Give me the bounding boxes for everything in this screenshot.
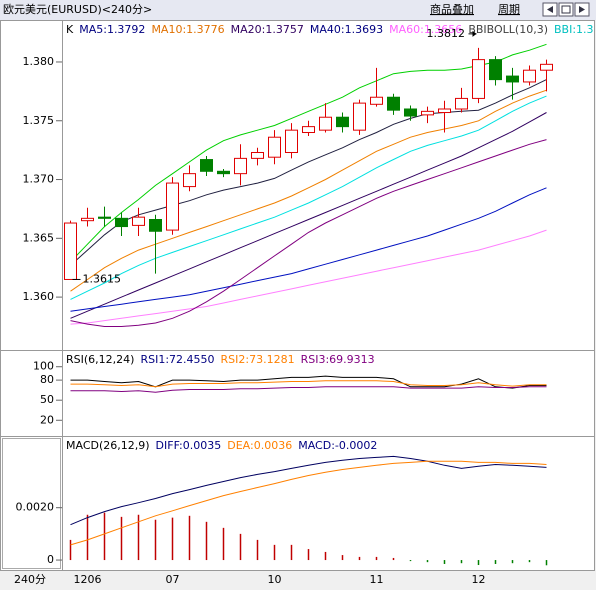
legend-entry: RSI2:73.1281 (221, 353, 295, 366)
series-line (70, 187, 547, 312)
legend-entry: MACD(26,12,9) (66, 439, 150, 452)
low-annotation: 1.3615 (83, 272, 122, 285)
series-line (70, 79, 547, 266)
legend-entry: DEA:0.0036 (227, 439, 292, 452)
candle-body (353, 102, 366, 131)
series-line (70, 229, 547, 325)
y-tick-label: 1.365 (23, 231, 55, 244)
period-label: 240分 (14, 573, 46, 586)
title-bar (0, 0, 596, 20)
series-line (70, 43, 547, 263)
period-button[interactable]: 周期 (498, 3, 520, 16)
x-tick-label: 1206 (74, 573, 102, 586)
candle-body (438, 108, 451, 114)
y-tick-label: 50 (40, 393, 54, 406)
x-tick-label: 10 (268, 573, 282, 586)
series-line (70, 112, 547, 319)
corner-box (2, 438, 61, 569)
legend-entry: K (66, 23, 74, 36)
plot-frame (0, 20, 595, 571)
candle-body (285, 129, 298, 153)
series-line (70, 139, 547, 327)
candle-body (132, 216, 145, 226)
legend-entry: MA20:1.3757 (231, 23, 304, 36)
x-tick-label: 07 (166, 573, 180, 586)
candle-body (183, 173, 196, 188)
candle-body (455, 97, 468, 110)
series-line (70, 460, 547, 546)
y-tick-label: 80 (40, 373, 54, 386)
window-title: 欧元美元(EURUSD)<240分> (3, 3, 152, 16)
y-tick-label: 1.375 (23, 114, 55, 127)
legend-entry: MA5:1.3792 (79, 23, 145, 36)
series-line (70, 89, 547, 292)
y-tick-label: 0.0020 (16, 501, 55, 514)
candle-body (115, 217, 128, 228)
series-line (70, 380, 547, 388)
y-tick-label: 20 (40, 413, 54, 426)
candle-body (387, 96, 400, 111)
legend-entry: RSI1:72.4550 (140, 353, 214, 366)
legend-entry: MA60:1.3656 (389, 23, 462, 36)
legend-entry: BBI:1.3 (554, 23, 594, 36)
legend-entry: MA10:1.3776 (151, 23, 224, 36)
y-tick-label: 1.380 (23, 55, 55, 68)
candle-body (251, 151, 264, 159)
x-tick-label: 11 (370, 573, 384, 586)
annotation-arrowhead (472, 30, 477, 37)
candle-body (523, 69, 536, 83)
candle-body (319, 116, 332, 131)
candle-body (149, 219, 162, 232)
candle-body (336, 116, 349, 128)
candle-body (540, 63, 553, 71)
series-line (70, 95, 547, 300)
series-line (70, 455, 547, 526)
candle-body (64, 222, 77, 280)
nav-icons[interactable] (542, 2, 590, 17)
candle-body (217, 170, 230, 175)
series-line (70, 386, 547, 393)
legend-entry: RSI(6,12,24) (66, 353, 134, 366)
candle-body (268, 136, 281, 158)
high-annotation: 1.3812 (427, 27, 466, 40)
y-tick-label: 1.370 (23, 173, 55, 186)
candle-body (81, 217, 94, 222)
legend-entry: MACD:-0.0002 (298, 439, 377, 452)
candle-body (166, 182, 179, 231)
candle-body (200, 159, 213, 172)
candle-body (421, 110, 434, 116)
prev-arrow (547, 6, 553, 13)
candle-body (404, 108, 417, 117)
overlay-button[interactable]: 商品叠加 (430, 2, 474, 16)
legend-entry: BBIBOLL(10,3) (468, 23, 548, 36)
expand-icon[interactable] (558, 2, 574, 17)
candle-body (489, 59, 502, 81)
y-tick-label: 1.360 (23, 290, 55, 303)
legend-entry: DIFF:0.0035 (156, 439, 222, 452)
x-axis-strip (0, 571, 596, 590)
candle-body (302, 126, 315, 134)
expand-glyph (561, 5, 571, 14)
candle-body (234, 157, 247, 175)
candle-body (98, 216, 111, 219)
candle-body (472, 59, 485, 99)
y-tick-label: 0 (47, 553, 54, 566)
y-tick-label: 100 (33, 360, 54, 373)
legend-entry: RSI3:69.9313 (301, 353, 375, 366)
x-tick-label: 12 (472, 573, 486, 586)
candle-body (370, 96, 383, 105)
series-line (70, 375, 547, 389)
candle-body (506, 75, 519, 83)
next-arrow (579, 6, 585, 13)
legend-entry: MA40:1.3693 (310, 23, 383, 36)
